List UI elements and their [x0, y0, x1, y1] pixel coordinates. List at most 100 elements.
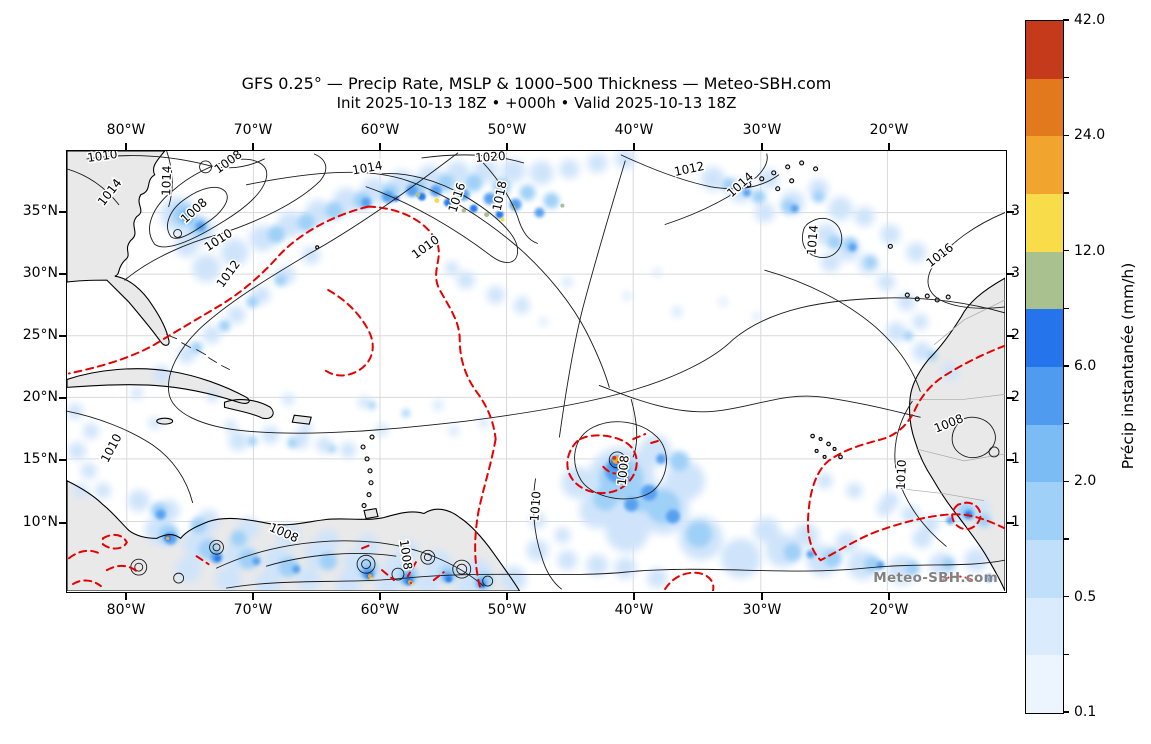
svg-text:1014: 1014 [159, 165, 174, 196]
lat-label-right-clipped: 1 [1011, 451, 1020, 467]
axis-tick-bottom [125, 593, 127, 600]
colorbar-tick [1063, 134, 1069, 136]
page-subtitle: Init 2025-10-13 18Z • +000h • Valid 2025… [336, 94, 737, 112]
svg-text:1014: 1014 [804, 224, 821, 255]
lon-label-bottom: 30°W [742, 602, 782, 618]
colorbar-segment [1026, 539, 1063, 598]
lon-label-top: 30°W [742, 122, 782, 138]
lon-label-top: 80°W [106, 122, 146, 138]
colorbar-segment [1026, 251, 1063, 310]
axis-tick-right [1007, 211, 1014, 213]
lon-label-top: 40°W [614, 122, 654, 138]
svg-text:1010: 1010 [894, 459, 909, 490]
colorbar-tick [1063, 480, 1069, 482]
map-canvas: 1010 1014 1014 1008 1008 1010 1012 1014 … [66, 150, 1007, 593]
colorbar-tick-label: 24.0 [1074, 127, 1106, 143]
colorbar-segment [1026, 654, 1063, 713]
colorbar-axis-label: Précip instantanée (mm/h) [1119, 262, 1137, 470]
page-title: GFS 0.25° — Precip Rate, MSLP & 1000–500… [241, 74, 832, 93]
lon-label-bottom: 80°W [106, 602, 146, 618]
colorbar-tick [1063, 653, 1069, 655]
lat-label-left: 30°N [22, 265, 58, 281]
svg-text:1014: 1014 [351, 158, 383, 177]
colorbar-segment [1026, 308, 1063, 367]
svg-text:1010: 1010 [98, 431, 125, 464]
colorbar-segments [1026, 20, 1063, 713]
lon-label-top: 20°W [869, 122, 909, 138]
axis-tick-bottom [633, 593, 635, 600]
axis-tick-right [1007, 335, 1014, 337]
colorbar-tick [1063, 711, 1069, 713]
lon-label-top: 50°W [487, 122, 527, 138]
lon-label-bottom: 50°W [487, 602, 527, 618]
axis-tick-top [125, 143, 127, 150]
svg-text:1008: 1008 [615, 455, 632, 487]
lon-label-bottom: 20°W [869, 602, 909, 618]
axis-tick-left [59, 211, 66, 213]
lat-label-right-clipped: 3 [1011, 265, 1020, 281]
watermark: Meteo-SBH.com [873, 570, 998, 586]
colorbar-segment [1026, 135, 1063, 194]
axis-tick-top [633, 143, 635, 150]
colorbar-tick-label: 0.1 [1074, 704, 1097, 720]
lon-label-bottom: 40°W [614, 602, 654, 618]
svg-text:1010: 1010 [409, 233, 442, 262]
svg-text:1008: 1008 [212, 151, 245, 176]
axis-tick-left [59, 273, 66, 275]
svg-text:1008: 1008 [397, 539, 415, 571]
axis-tick-bottom [506, 593, 508, 600]
axis-tick-right [1007, 522, 1014, 524]
colorbar-tick-label: 6.0 [1074, 358, 1097, 374]
colorbar-tick-label: 12.0 [1074, 243, 1106, 259]
axis-tick-left [59, 522, 66, 524]
lat-label-left: 10°N [22, 514, 58, 530]
colorbar-tick [1063, 192, 1069, 194]
axis-tick-bottom [252, 593, 254, 600]
lat-label-right-clipped: 2 [1011, 327, 1020, 343]
colorbar-tick [1063, 250, 1069, 252]
colorbar-tick-label: 2.0 [1074, 473, 1097, 489]
axis-tick-left [59, 335, 66, 337]
lat-label-left: 25°N [22, 327, 58, 343]
map-svg: 1010 1014 1014 1008 1008 1010 1012 1014 … [67, 151, 1005, 591]
lat-label-right-clipped: 2 [1011, 389, 1020, 405]
colorbar-tick [1063, 423, 1069, 425]
axis-tick-right [1007, 397, 1014, 399]
axis-tick-top [506, 143, 508, 150]
svg-text:1010: 1010 [527, 491, 543, 522]
colorbar-tick [1063, 307, 1069, 309]
colorbar-segment [1026, 193, 1063, 252]
mslp-contours [67, 151, 1005, 590]
lon-label-top: 70°W [233, 122, 273, 138]
axis-tick-bottom [379, 593, 381, 600]
lat-label-left: 20°N [22, 389, 58, 405]
lon-label-bottom: 70°W [233, 602, 273, 618]
colorbar-segment [1026, 481, 1063, 540]
colorbar-tick [1063, 538, 1069, 540]
axis-tick-right [1007, 459, 1014, 461]
lat-label-left: 35°N [22, 203, 58, 219]
svg-text:1012: 1012 [673, 159, 706, 179]
colorbar-tick [1063, 596, 1069, 598]
colorbar-tick [1063, 77, 1069, 79]
thickness-contours [67, 205, 1005, 591]
colorbar-segment [1026, 366, 1063, 425]
precip-extreme [165, 192, 630, 586]
axis-tick-left [59, 459, 66, 461]
axis-tick-top [252, 143, 254, 150]
colorbar-segment [1026, 424, 1063, 483]
axis-tick-bottom [888, 593, 890, 600]
lon-label-bottom: 60°W [360, 602, 400, 618]
lat-label-right-clipped: 3 [1011, 203, 1020, 219]
colorbar [1025, 20, 1064, 714]
axis-tick-right [1007, 273, 1014, 275]
axis-tick-top [379, 143, 381, 150]
colorbar-segment [1026, 20, 1063, 79]
axis-tick-top [761, 143, 763, 150]
colorbar-tick [1063, 19, 1069, 21]
colorbar-tick-label: 42.0 [1074, 12, 1106, 28]
svg-text:1016: 1016 [923, 240, 956, 270]
colorbar-tick [1063, 365, 1069, 367]
axis-tick-top [888, 143, 890, 150]
